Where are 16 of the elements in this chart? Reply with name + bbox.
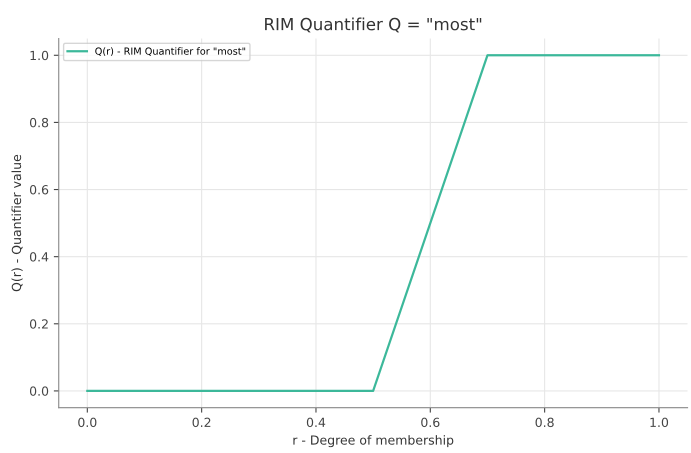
x-tick-label: 0.8 [536, 418, 554, 428]
x-tick-label: 1.0 [650, 418, 668, 428]
x-tick-label: 0.6 [421, 418, 440, 428]
y-tick-label: 0.2 [30, 319, 48, 329]
x-tick-label: 0.4 [306, 418, 326, 428]
chart-title: RIM Quantifier Q = "most" [265, 18, 482, 32]
y-tick-label: 0.8 [30, 118, 48, 128]
x-tick-label: 0.0 [78, 418, 96, 428]
y-axis-title: Q(r) - Quantifier value [11, 154, 23, 292]
y-tick-label: 1.0 [30, 50, 48, 60]
y-tick-label: 0.6 [30, 185, 48, 194]
x-axis-title: r - Degree of membership [293, 435, 454, 448]
x-tick-label: 0.2 [192, 418, 210, 428]
legend-label: Q(r) - RIM Quantifier for "most" [95, 47, 246, 56]
y-tick-label: 0.4 [30, 252, 48, 262]
y-tick-label: 0.0 [30, 386, 48, 396]
